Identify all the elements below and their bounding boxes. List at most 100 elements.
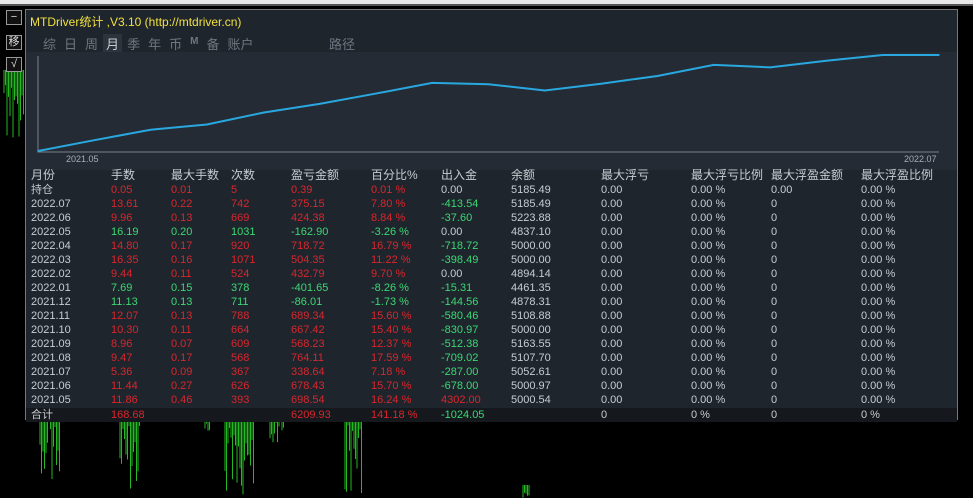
equity-point — [93, 139, 96, 142]
cell-0: 2022.02 — [31, 268, 71, 280]
equity-point — [37, 150, 39, 152]
tab-1[interactable]: 日 — [64, 37, 78, 52]
cell-6: 0.00 — [441, 184, 463, 196]
cell-0: 2022.03 — [31, 254, 71, 266]
cell-11: 0.00 % — [861, 366, 896, 378]
cell-6: -398.49 — [441, 254, 479, 266]
tab-3[interactable]: 月 — [103, 34, 123, 53]
cell-10: 0 — [771, 324, 778, 336]
cell-9: 0.00 % — [691, 310, 726, 322]
cell-6: 0.00 — [441, 226, 463, 238]
cell-8: 0.00 — [601, 352, 623, 364]
minimize-button[interactable]: − — [6, 10, 22, 25]
table-row: 2021.08 9.47 0.17 568 764.11 17.59 % -709.02 51… — [26, 351, 957, 365]
check-button[interactable]: √ — [6, 57, 22, 72]
cell-1: 9.96 — [111, 212, 133, 224]
cell-9: 0.00 % — [691, 352, 726, 364]
cell-3: 626 — [231, 380, 250, 392]
cell-3: 920 — [231, 240, 250, 252]
cell-9: 0 % — [691, 409, 710, 421]
cell-5: 141.18 % — [371, 409, 418, 421]
cell-6: -287.00 — [441, 366, 479, 378]
cell-3: 次数 — [231, 168, 256, 182]
cell-6: -1024.05 — [441, 409, 485, 421]
cell-1: 5.36 — [111, 366, 133, 378]
cell-2: 0.13 — [171, 296, 193, 308]
cell-1: 手数 — [111, 168, 136, 182]
cell-4: 432.79 — [291, 268, 325, 280]
equity-point — [149, 128, 152, 131]
equity-chart: 2021.05 2022.07 — [26, 52, 957, 170]
top-toolbar-strip — [0, 0, 973, 6]
cell-4: 764.11 — [291, 352, 324, 364]
cell-9: 0.00 % — [691, 380, 726, 392]
equity-point — [318, 103, 321, 105]
tab-4[interactable]: 季 — [127, 37, 141, 52]
cell-3: 742 — [231, 198, 250, 210]
cell-1: 14.80 — [111, 240, 139, 252]
cell-0: 月份 — [31, 168, 56, 182]
equity-point — [487, 83, 490, 86]
equity-point — [544, 89, 546, 92]
path-button[interactable]: 路径 — [329, 37, 356, 52]
cell-5: 15.60 % — [371, 310, 412, 322]
table-row: 持仓 0.05 0.01 5 0.39 0.01 % 0.00 5185.49 0.00 0.00… — [26, 183, 957, 197]
cell-10: 0 — [771, 282, 778, 294]
cell-0: 2021.07 — [31, 366, 71, 378]
table-row: 2021.07 5.36 0.09 367 338.64 7.18 % -287.00 505… — [26, 365, 957, 379]
cell-11: 0.00 % — [861, 380, 896, 392]
cell-4: -401.65 — [291, 282, 329, 294]
cell-7: 4837.10 — [511, 226, 551, 238]
cell-6: 出入金 — [441, 168, 478, 182]
tab-5[interactable]: 年 — [148, 37, 162, 52]
cell-2: 0.11 — [171, 268, 192, 280]
cell-11: 0.00 % — [861, 198, 896, 210]
tab-6[interactable]: 币 — [169, 37, 183, 52]
cell-11: 0.00 % — [861, 324, 896, 336]
cell-10: 0 — [771, 310, 778, 322]
move-button[interactable]: 移 — [6, 35, 22, 50]
equity-point — [881, 54, 884, 56]
tab-9[interactable]: 账户 — [227, 37, 254, 52]
cell-4: 718.72 — [291, 240, 325, 252]
cell-0: 2022.07 — [31, 198, 71, 210]
cell-1: 16.19 — [111, 226, 139, 238]
cell-3: 5 — [231, 184, 238, 196]
table-row: 2021.10 10.30 0.11 664 667.42 15.40 % -830.97 5… — [26, 323, 957, 337]
cell-8: 0.00 — [601, 380, 623, 392]
cell-5: 8.84 % — [371, 212, 406, 224]
cell-3: 664 — [231, 324, 250, 336]
cell-8: 0.00 — [601, 212, 623, 224]
cell-2: 最大手数 — [171, 168, 220, 182]
tab-8[interactable]: 备 — [206, 37, 220, 52]
table-row: 2022.07 13.61 0.22 742 375.15 7.80 % -413.54 51… — [26, 197, 957, 211]
cell-6: -15.31 — [441, 282, 473, 294]
cell-10: 0 — [771, 198, 778, 210]
cell-5: 15.40 % — [371, 324, 412, 336]
cell-9: 0.00 % — [691, 296, 726, 308]
cell-1: 10.30 — [111, 324, 139, 336]
cell-11: 0.00 % — [861, 268, 896, 280]
cell-3: 1071 — [231, 254, 256, 266]
equity-point — [656, 75, 659, 77]
cell-9: 0.00 % — [691, 240, 726, 252]
cell-1: 11.44 — [111, 380, 138, 392]
tab-7[interactable]: M — [190, 36, 199, 47]
cell-3: 1031 — [231, 226, 256, 238]
tab-0[interactable]: 综 — [43, 37, 57, 52]
equity-point — [938, 54, 940, 56]
cell-3: 788 — [231, 310, 250, 322]
cell-11: 0.00 % — [861, 352, 896, 364]
cell-1: 9.47 — [111, 352, 133, 364]
cell-1: 0.05 — [111, 184, 133, 196]
cell-3: 711 — [231, 296, 249, 308]
chart-axes — [37, 56, 939, 153]
cell-2: 0.27 — [171, 380, 193, 392]
tab-2[interactable]: 周 — [85, 37, 99, 52]
cell-8: 0.00 — [601, 324, 623, 336]
equity-point — [712, 64, 715, 66]
cell-7: 5108.88 — [511, 310, 551, 322]
cell-1: 12.07 — [111, 310, 139, 322]
cell-1: 16.35 — [111, 254, 139, 266]
cell-9: 0.00 % — [691, 254, 726, 266]
